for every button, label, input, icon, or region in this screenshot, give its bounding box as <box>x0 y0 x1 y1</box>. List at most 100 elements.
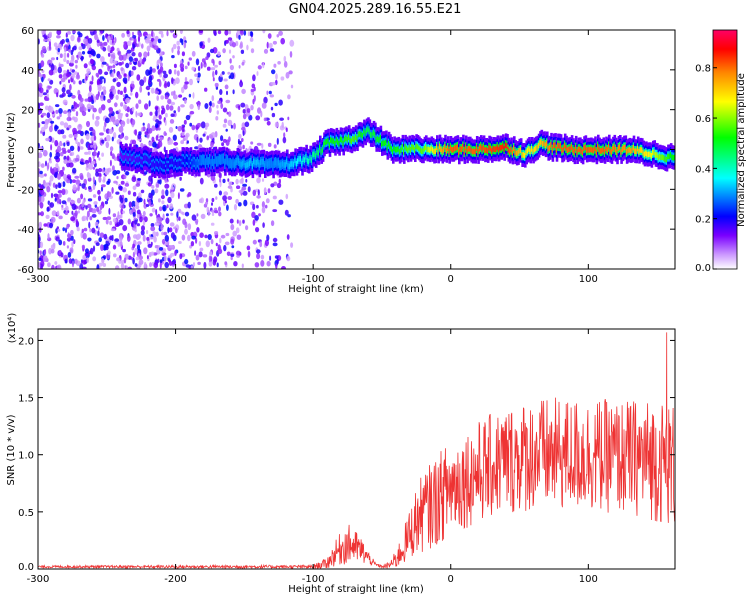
spectrogram-noise-cell <box>89 228 92 233</box>
spectrogram-noise-cell <box>132 257 135 265</box>
spectrogram-noise-cell <box>87 203 92 209</box>
spectrogram-ridge-cell <box>470 147 473 154</box>
spectrogram-noise-cell <box>149 66 153 72</box>
spectrogram-noise-cell <box>187 201 191 209</box>
spectrogram-noise-cell <box>245 225 249 231</box>
spectrogram-ridge-cell <box>492 146 495 152</box>
spectrogram-noise-cell <box>233 122 236 130</box>
spectrogram-ridge-cell <box>422 148 425 154</box>
spectrogram-noise-cell <box>158 114 162 120</box>
spectrogram-noise-cell <box>225 128 228 132</box>
spectrogram-noise-cell <box>170 101 176 106</box>
spectrogram-noise-cell <box>157 179 160 184</box>
spectrogram-noise-cell <box>113 180 118 184</box>
spectrogram-noise-cell <box>224 84 229 90</box>
spectrogram-noise-cell <box>80 193 84 200</box>
spectrogram-noise-cell <box>104 117 110 124</box>
spectrogram-noise-cell <box>189 78 193 86</box>
spectrogram-ridge-cell <box>570 144 574 150</box>
spectrogram-noise-cell <box>48 32 52 38</box>
spectrogram-ridge-cell <box>292 161 296 168</box>
spectrogram-noise-cell <box>165 104 170 111</box>
spectrogram-noise-cell <box>138 259 144 265</box>
spectrogram-noise-cell <box>132 243 136 249</box>
spectrogram-noise-cell <box>259 241 263 248</box>
spectrogram-noise-cell <box>121 61 124 65</box>
spectrogram-ridge-cell <box>456 144 460 150</box>
spectrogram-noise-cell <box>126 49 132 54</box>
spectrogram-noise-cell <box>92 142 97 149</box>
spectrogram-noise-cell <box>146 255 149 260</box>
spectrogram-noise-cell <box>74 175 80 179</box>
spectrogram-noise-cell <box>161 231 164 236</box>
spectrogram-noise-cell <box>266 121 271 126</box>
spectrogram-noise-cell <box>157 258 160 263</box>
snr-x-tick-label: 100 <box>579 574 598 585</box>
spectrogram-noise-cell <box>258 213 261 217</box>
spectrogram-ridge-cell <box>497 146 501 153</box>
spectrogram-noise-cell <box>146 45 151 52</box>
spectrogram-ridge-cell <box>332 138 336 144</box>
spectrogram-noise-cell <box>180 211 184 215</box>
spectrogram-noise-cell <box>58 74 63 79</box>
spectrogram-ridge-cell <box>160 162 164 168</box>
spectrogram-noise-cell <box>41 76 44 83</box>
spectrogram-ridge-cell <box>423 145 427 152</box>
spectrogram-noise-cell <box>266 234 270 242</box>
spectrogram-noise-cell <box>132 185 137 191</box>
spectrogram-noise-cell <box>235 198 239 204</box>
spectrogram-noise-cell <box>245 178 248 183</box>
spectrogram-ridge-cell <box>548 145 552 151</box>
spectrogram-noise-cell <box>131 106 135 112</box>
spectrogram-noise-cell <box>147 243 153 248</box>
spectrogram-noise-cell <box>105 245 109 251</box>
spectrogram-noise-cell <box>73 134 78 138</box>
spectrogram-noise-cell <box>191 66 195 71</box>
spectrogram-ridge-cell <box>338 140 341 147</box>
spectrogram-noise-cell <box>222 107 228 113</box>
spectrogram-noise-cell <box>155 106 159 110</box>
spectrogram-ridge-cell <box>671 154 674 160</box>
spectrogram-noise-cell <box>75 138 78 145</box>
spectrogram-noise-cell <box>86 68 91 74</box>
spectrogram-noise-cell <box>120 90 123 96</box>
spectrogram-noise-cell <box>100 104 106 111</box>
spectrogram-ridge-cell <box>412 144 416 151</box>
spectrogram-noise-cell <box>256 142 262 146</box>
spectrogram-ridge-cell <box>430 145 434 152</box>
spectrogram-noise-cell <box>126 30 130 35</box>
spectrogram-noise-cell <box>136 223 140 227</box>
spectrogram-noise-cell <box>224 200 227 204</box>
spectrogram-noise-cell <box>148 175 153 182</box>
spectrogram-noise-cell <box>118 62 123 66</box>
spectrogram-ridge-cell <box>196 159 200 166</box>
spectrogram-noise-cell <box>67 31 71 35</box>
spectrogram-noise-cell <box>150 193 153 200</box>
spectrogram-noise-cell <box>134 228 137 233</box>
spectrogram-ridge-cell <box>182 156 186 163</box>
spectrogram-noise-cell <box>275 263 278 269</box>
spectrogram-noise-cell <box>59 121 65 126</box>
spectrogram-noise-cell <box>63 142 66 147</box>
spectrogram-ridge-cell <box>126 155 129 162</box>
spectrogram-noise-cell <box>231 42 236 48</box>
spectrogram-noise-cell <box>63 207 68 211</box>
spectrogram-noise-cell <box>250 48 255 54</box>
spectrogram-noise-cell <box>286 255 291 262</box>
spectrogram-noise-cell <box>222 48 226 54</box>
spectrogram-noise-cell <box>267 142 272 147</box>
spectrogram-noise-cell <box>224 30 229 36</box>
spectrogram-noise-cell <box>81 202 85 208</box>
spectrogram-noise-cell <box>179 188 185 192</box>
spectrogram-noise-cell <box>44 105 49 111</box>
spectrogram-noise-cell <box>210 238 214 245</box>
spectrogram-noise-cell <box>157 127 161 131</box>
spectrogram-noise-cell <box>108 107 114 114</box>
spectrogram-noise-cell <box>46 207 50 212</box>
spectrogram-noise-cell <box>198 240 202 247</box>
spectrogram-ridge-cell <box>565 145 568 151</box>
spectrogram-noise-cell <box>155 209 158 216</box>
spectrogram-ridge-cell <box>584 144 588 150</box>
spectrogram-ridge-cell <box>343 136 347 143</box>
spectrogram-noise-cell <box>214 210 219 214</box>
